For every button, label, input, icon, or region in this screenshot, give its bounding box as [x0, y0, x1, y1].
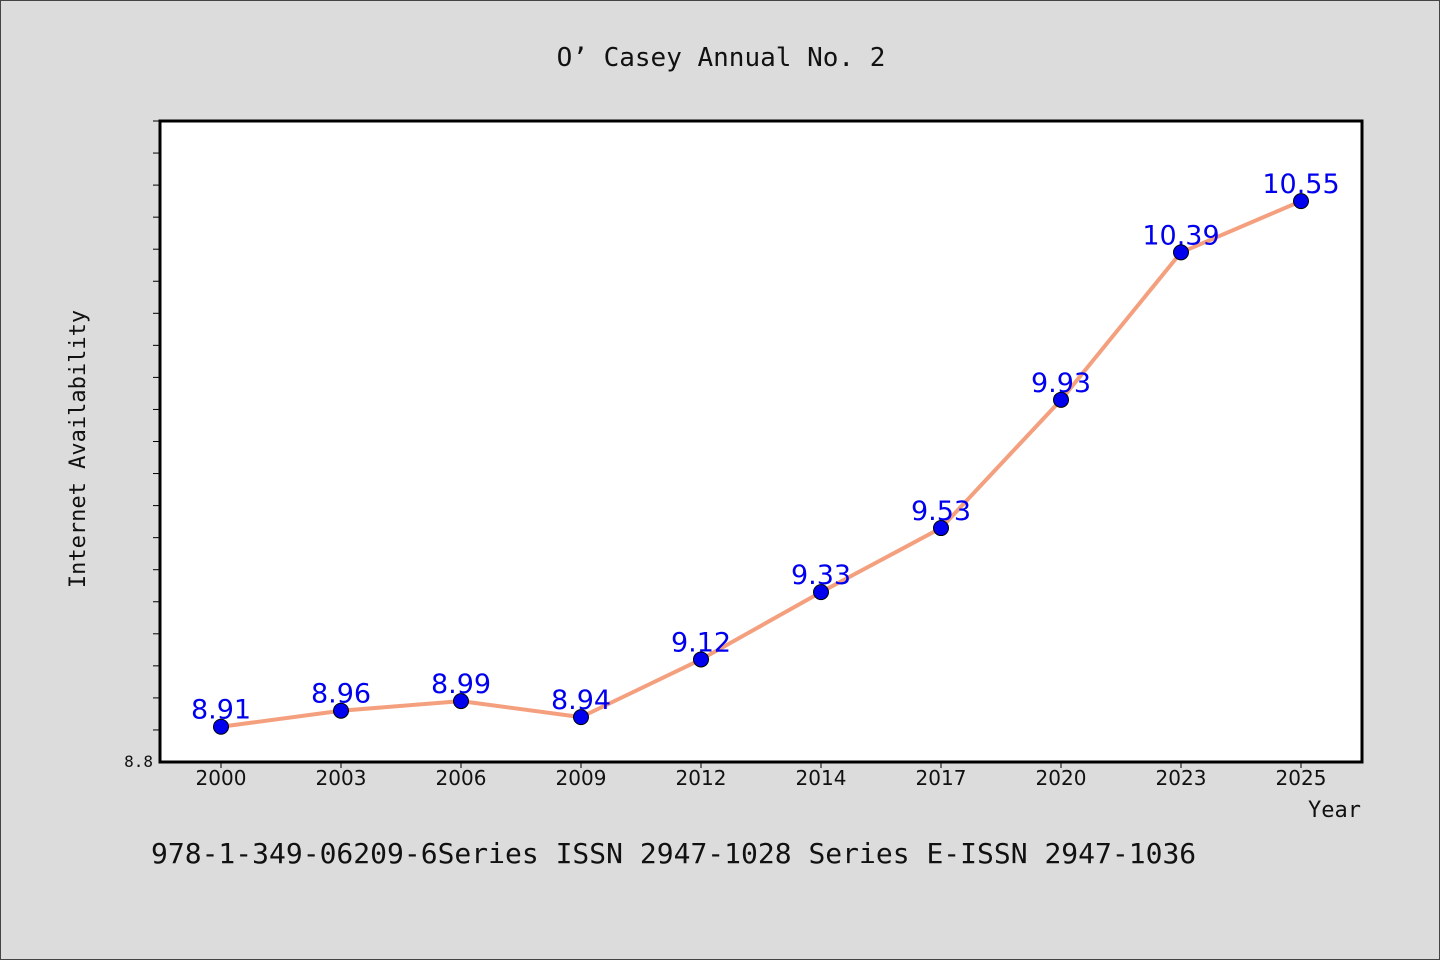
footer-isbn-issn: 978-1-349-06209-6Series ISSN 2947-1028 S… — [151, 837, 1196, 870]
x-tick-label: 2020 — [1036, 766, 1087, 790]
data-point — [213, 718, 229, 735]
data-point — [1293, 193, 1309, 210]
x-tick-label: 2017 — [916, 766, 967, 790]
data-label: 10.55 — [1262, 169, 1339, 200]
x-tick-label: 2014 — [796, 766, 847, 790]
data-point — [573, 709, 589, 726]
chart-title: O’ Casey Annual No. 2 — [557, 43, 886, 73]
data-label: 9.93 — [1031, 368, 1091, 399]
data-label: 8.91 — [191, 695, 251, 726]
y-tick-label: 8.8 — [124, 752, 153, 771]
data-point — [693, 651, 709, 668]
data-point — [813, 584, 829, 601]
series-layer: 8.91 8.96 8.99 8.94 9.12 9.33 9.53 9.93 10.39 10.… — [191, 169, 1340, 735]
data-label: 8.99 — [431, 669, 491, 700]
x-tick-label: 2025 — [1276, 766, 1327, 790]
data-label: 8.96 — [311, 679, 371, 710]
plot-area — [158, 119, 1364, 764]
series-line — [219, 199, 1303, 729]
x-axis-ticks: 2000 2003 2006 2009 2012 2014 2017 2020 2023 2025 — [196, 762, 1327, 790]
x-tick-label: 2003 — [316, 766, 367, 790]
x-tick-label: 2009 — [556, 766, 607, 790]
y-axis-ticks — [153, 120, 160, 731]
x-tick-label: 2012 — [676, 766, 727, 790]
x-tick-label: 2023 — [1156, 766, 1207, 790]
data-label: 8.94 — [551, 685, 611, 716]
data-point — [333, 702, 349, 719]
data-label: 10.39 — [1142, 220, 1219, 251]
x-tick-label: 2006 — [436, 766, 487, 790]
y-axis-label: Internet Availability — [66, 310, 91, 588]
x-axis-label: Year — [1308, 798, 1361, 823]
data-point — [1173, 244, 1189, 261]
x-tick-label: 2000 — [196, 766, 247, 790]
data-point — [1053, 391, 1069, 408]
data-label: 9.33 — [791, 560, 851, 591]
data-label: 9.53 — [911, 496, 971, 527]
data-point — [453, 693, 469, 710]
data-label: 9.12 — [671, 627, 731, 658]
data-point — [933, 520, 949, 537]
